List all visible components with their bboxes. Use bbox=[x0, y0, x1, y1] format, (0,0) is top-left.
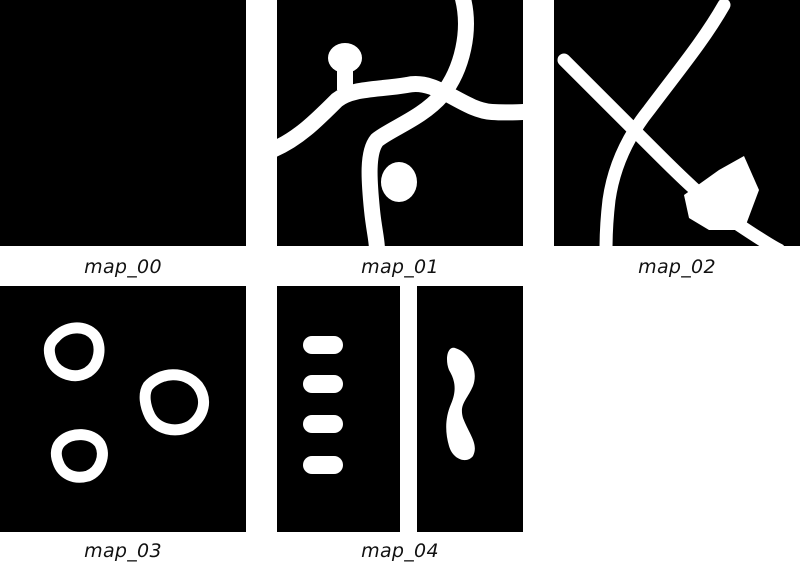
map-04-image bbox=[277, 286, 523, 532]
map-01-image bbox=[277, 0, 523, 246]
map-03-image bbox=[0, 286, 246, 532]
map-02-image bbox=[554, 0, 800, 246]
map-02-shapes bbox=[557, 0, 785, 246]
map-04-caption: map_04 bbox=[361, 540, 439, 562]
map-03-caption: map_03 bbox=[84, 540, 162, 562]
map-00-image bbox=[0, 0, 246, 246]
map-01-caption: map_01 bbox=[361, 256, 439, 278]
map-04-shapes bbox=[277, 286, 523, 532]
map-00-caption: map_00 bbox=[84, 256, 162, 278]
map-03-shapes bbox=[43, 322, 210, 483]
map-02-caption: map_02 bbox=[638, 256, 716, 278]
map-01-shapes bbox=[277, 0, 523, 246]
